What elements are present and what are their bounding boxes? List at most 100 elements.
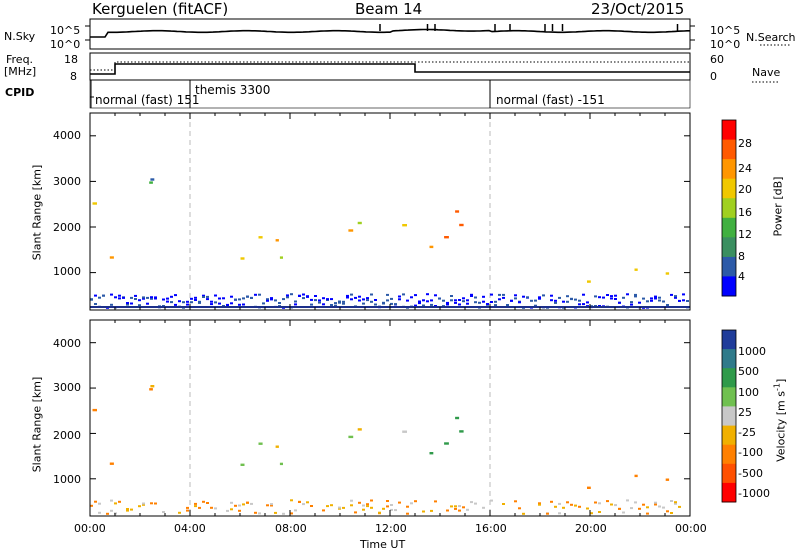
nave-label: Nave (752, 66, 781, 79)
power-panel-frame (89, 112, 691, 311)
velocity-noise-cell (358, 501, 361, 504)
velocity-noise-cell (342, 506, 345, 509)
power-cb-tick: 4 (738, 270, 745, 283)
power-noise-cell (474, 296, 477, 299)
power-noise-cell (602, 296, 605, 299)
power-noise-cell (202, 296, 205, 298)
power-noise-cell (418, 302, 421, 305)
power-noise-cell (498, 293, 501, 296)
velocity-noise-cell (546, 512, 549, 515)
velocity-noise-cell (646, 512, 649, 515)
velocity-noise-cell (90, 504, 93, 507)
nave-series-line (90, 61, 690, 71)
power-echo-cell (92, 202, 97, 205)
velocity-noise-cell (338, 506, 341, 509)
power-noise-cell (118, 297, 121, 300)
power-noise-cell (330, 298, 333, 301)
velocity-echo-cell (459, 430, 464, 433)
power-noise-cell (442, 299, 445, 302)
velocity-noise-cell (386, 500, 389, 502)
velocity-noise-cell (454, 505, 457, 508)
velocity-noise-cell (538, 503, 541, 506)
power-noise-cell (438, 297, 441, 300)
power-noise-cell (370, 300, 373, 303)
velocity-noise-cell (238, 504, 241, 507)
x-tick: 04:00 (174, 522, 206, 535)
velocity-noise-cell (398, 501, 401, 504)
x-axis-label: Time UT (360, 538, 406, 551)
velocity-noise-cell (322, 509, 325, 512)
velocity-colorbar-segment (722, 349, 736, 369)
power-noise-cell (562, 300, 565, 303)
power-colorbar-segment (722, 178, 736, 199)
power-noise-cell (502, 296, 505, 299)
power-noise-cell (366, 297, 369, 300)
power-noise-cell (322, 303, 325, 306)
power-noise-cell (94, 303, 97, 305)
power-noise-cell (114, 296, 117, 299)
power-noise-cell (398, 298, 401, 301)
velocity-noise-cell (210, 506, 213, 509)
velocity-noise-cell (566, 501, 569, 504)
x-tick: 20:00 (575, 522, 607, 535)
velocity-noise-cell (622, 511, 625, 514)
power-noise-cell (194, 296, 197, 299)
power-noise-cell (478, 301, 481, 304)
power-echo-cell (455, 210, 460, 213)
power-noise-cell (454, 301, 457, 304)
power-echo-cell (258, 236, 263, 239)
power-noise-cell (650, 297, 653, 300)
cpid-segment-2: themis 3300 (195, 83, 271, 97)
power-noise-cell (238, 303, 241, 306)
power-noise-cell (614, 298, 617, 300)
power-noise-cell (406, 299, 409, 302)
velocity-echo-cell (587, 486, 591, 489)
velocity-noise-cell (194, 505, 197, 508)
velocity-noise-cell (150, 502, 153, 505)
power-noise-cell (618, 301, 621, 304)
power-echo-cell (459, 223, 464, 227)
power-noise-cell (538, 296, 541, 299)
power-noise-cell (462, 300, 465, 303)
velocity-noise-cell (578, 505, 581, 508)
velocity-noise-cell (618, 507, 621, 510)
nsearch-label: N.Search (746, 31, 796, 44)
nsky-tick-bottom: 10^0 (50, 38, 81, 51)
velocity-colorbar-segment (722, 330, 736, 350)
power-noise-cell (574, 298, 577, 301)
power-noise-cell (130, 296, 133, 299)
power-cb-tick: 8 (738, 250, 745, 263)
velocity-echo-cell (240, 463, 245, 466)
power-noise-cell (358, 299, 361, 302)
power-noise-cell (642, 297, 645, 300)
velocity-noise-cell (514, 500, 517, 503)
velocity-echo-cell (258, 442, 263, 445)
velocity-noise-cell (550, 500, 553, 503)
power-noise-cell (166, 300, 169, 303)
velocity-noise-cell (518, 507, 521, 510)
power-noise-cell (686, 300, 689, 302)
power-noise-cell (166, 297, 169, 300)
power-noise-cell (138, 299, 141, 302)
station-title: Kerguelen (fitACF) (92, 0, 229, 18)
velocity-echo-cell (149, 388, 153, 391)
power-noise-cell (206, 298, 209, 301)
power-noise-cell (502, 293, 505, 296)
power-noise-cell (426, 300, 429, 303)
velocity-noise-cell (266, 504, 269, 507)
velocity-noise-cell (326, 505, 329, 508)
power-noise-cell (654, 297, 657, 300)
power-noise-cell (374, 299, 377, 301)
power-noise-cell (470, 293, 473, 296)
velocity-noise-cell (554, 505, 557, 508)
power-echo-cell (240, 257, 245, 260)
power-noise-cell (538, 297, 541, 300)
nsearch-tick-top: 10^5 (710, 24, 741, 37)
velocity-noise-cell (238, 509, 241, 512)
power-noise-cell (310, 298, 313, 301)
velocity-noise-cell (670, 500, 673, 502)
power-noise-cell (614, 294, 617, 297)
power-noise-cell (362, 298, 365, 301)
nsky-series-line (90, 28, 690, 38)
velocity-noise-cell (186, 506, 189, 509)
